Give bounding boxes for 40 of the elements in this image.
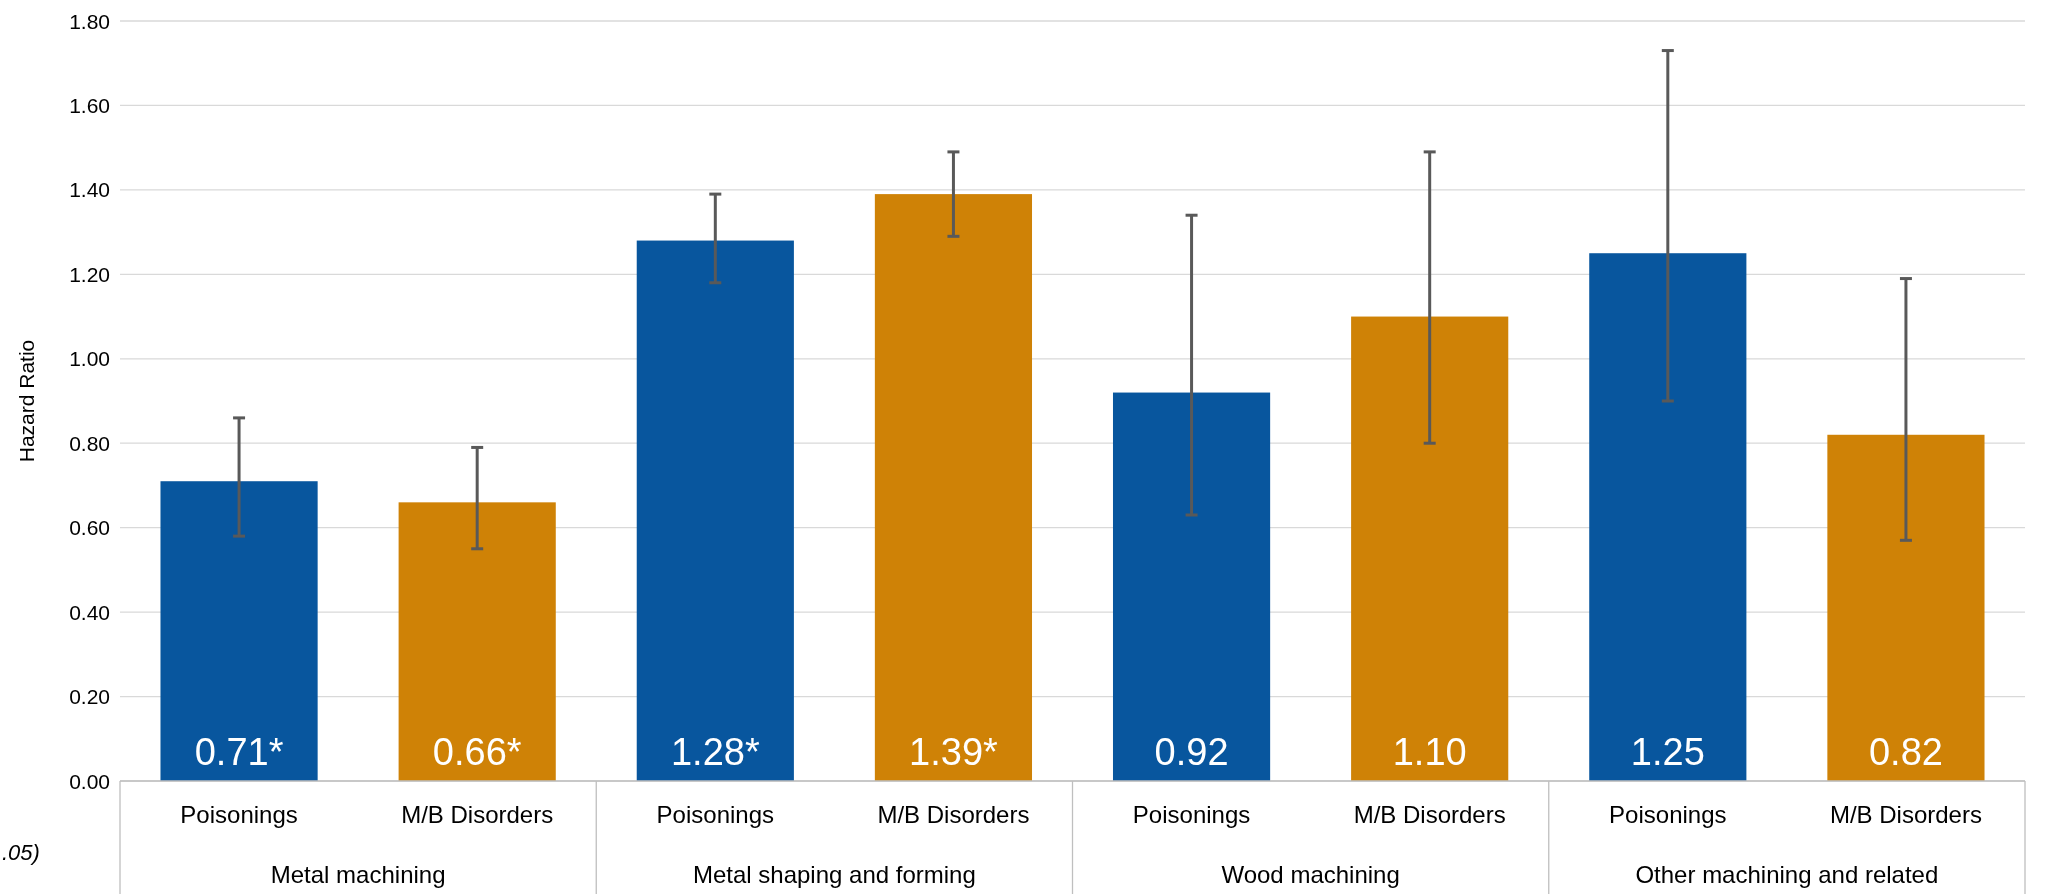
y-tick-label: 1.60 <box>69 93 110 117</box>
bar <box>160 481 318 781</box>
data-label: 0.92 <box>1154 731 1229 773</box>
y-tick-label: 1.00 <box>69 347 110 371</box>
text: Other machining and related <box>1635 860 1939 888</box>
text: Metal shaping and forming <box>692 860 976 888</box>
y-tick-label: 0.20 <box>69 685 110 709</box>
bar <box>874 194 1033 781</box>
x-tick-label: Poisonings <box>180 800 298 828</box>
x-tick-label: M/B Disorders <box>401 800 554 828</box>
bar <box>1589 253 1747 781</box>
x-tick-label: M/B Disorders <box>877 800 1030 828</box>
y-tick-label: 0.80 <box>69 431 110 455</box>
data-label: 1.25 <box>1630 731 1705 773</box>
x-tick-label: Poisonings <box>1609 800 1727 828</box>
bar <box>1827 434 1985 781</box>
y-tick-label: 0.40 <box>69 600 110 624</box>
data-label: 0.82 <box>1868 731 1943 773</box>
data-label: 1.39* <box>909 731 999 773</box>
bar <box>1112 392 1271 781</box>
y-tick-label: 0.60 <box>69 516 110 540</box>
data-label: 0.71* <box>194 731 284 773</box>
bar <box>1351 316 1509 781</box>
x-tick-label: Poisonings <box>656 800 775 828</box>
y-tick-label: 1.80 <box>69 9 110 33</box>
bar <box>398 502 556 781</box>
text: Wood machining <box>1221 860 1400 888</box>
y-axis-title: Hazard Ratio <box>14 339 38 463</box>
y-tick-label: 1.40 <box>69 178 110 202</box>
text: Metal machining <box>270 860 446 888</box>
x-tick-label: M/B Disorders <box>1829 800 1982 828</box>
data-label: 1.10 <box>1392 731 1467 773</box>
y-tick-label: 0.00 <box>69 769 110 793</box>
x-tick-label: M/B Disorders <box>1353 800 1506 828</box>
x-tick-label: Poisonings <box>1132 800 1251 828</box>
y-tick-label: 1.20 <box>69 262 110 286</box>
data-label: 1.28* <box>670 731 760 773</box>
bar <box>636 240 794 781</box>
data-label: 0.66* <box>432 731 522 773</box>
text: .05) <box>2 839 40 865</box>
